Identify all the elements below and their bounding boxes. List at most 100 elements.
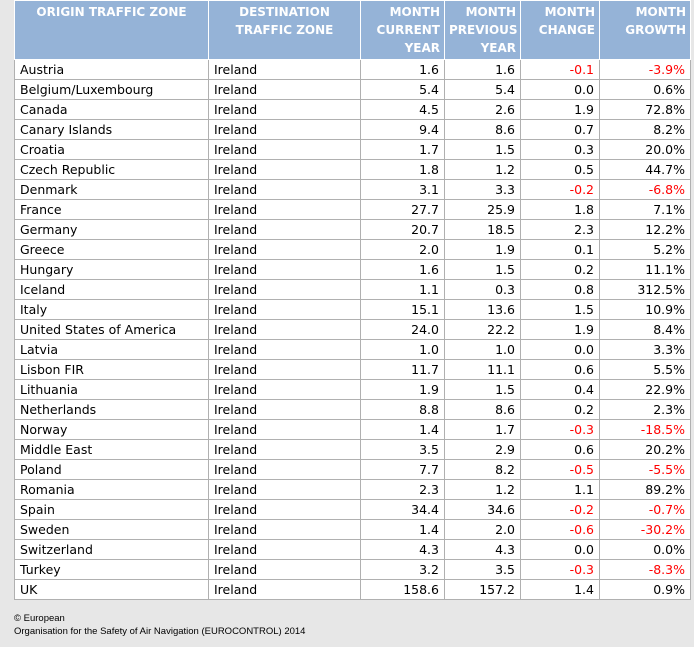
month-current-year-cell: 11.7	[360, 359, 445, 380]
month-growth-cell: 2.3%	[599, 399, 691, 420]
month-change-cell: 0.8	[520, 279, 600, 300]
destination-zone-cell: Ireland	[208, 299, 361, 320]
month-growth-cell: 5.5%	[599, 359, 691, 380]
month-previous-year-cell: 1.5	[444, 259, 521, 280]
origin-zone-cell: Iceland	[14, 279, 209, 300]
month-growth-cell: 12.2%	[599, 219, 691, 240]
copyright-line-2: Organisation for the Safety of Air Navig…	[14, 626, 306, 637]
month-previous-year-cell: 18.5	[444, 219, 521, 240]
month-growth-cell: 0.9%	[599, 579, 691, 600]
destination-zone-cell: Ireland	[208, 339, 361, 360]
destination-zone-cell: Ireland	[208, 199, 361, 220]
origin-zone-cell: UK	[14, 579, 209, 600]
month-growth-cell: 8.4%	[599, 319, 691, 340]
month-change-cell: -0.2	[520, 499, 600, 520]
table-row: France Ireland 27.7 25.9 1.8 7.1%	[14, 199, 691, 220]
copyright-footer: © European Organisation for the Safety o…	[14, 612, 305, 638]
month-current-year-cell: 20.7	[360, 219, 445, 240]
origin-zone-cell: Belgium/Luxembourg	[14, 79, 209, 100]
month-growth-cell: -3.9%	[599, 59, 691, 80]
month-current-year-cell: 1.7	[360, 139, 445, 160]
month-growth-cell: -30.2%	[599, 519, 691, 540]
month-previous-year-cell: 2.0	[444, 519, 521, 540]
month-current-year-cell: 1.4	[360, 519, 445, 540]
month-current-year-cell: 1.1	[360, 279, 445, 300]
month-previous-year-cell: 4.3	[444, 539, 521, 560]
table-row: Italy Ireland 15.1 13.6 1.5 10.9%	[14, 299, 691, 320]
month-change-cell: 1.5	[520, 299, 600, 320]
month-previous-year-cell: 22.2	[444, 319, 521, 340]
month-current-year-cell: 24.0	[360, 319, 445, 340]
month-growth-cell: 72.8%	[599, 99, 691, 120]
table-row: Denmark Ireland 3.1 3.3 -0.2 -6.8%	[14, 179, 691, 200]
destination-zone-cell: Ireland	[208, 159, 361, 180]
month-current-year-cell: 4.3	[360, 539, 445, 560]
origin-zone-cell: Canada	[14, 99, 209, 120]
month-previous-year-cell: 2.6	[444, 99, 521, 120]
month-change-cell: 0.6	[520, 359, 600, 380]
table-row: Hungary Ireland 1.6 1.5 0.2 11.1%	[14, 259, 691, 280]
destination-zone-cell: Ireland	[208, 359, 361, 380]
destination-zone-cell: Ireland	[208, 439, 361, 460]
table-row: Croatia Ireland 1.7 1.5 0.3 20.0%	[14, 139, 691, 160]
month-current-year-cell: 34.4	[360, 499, 445, 520]
month-growth-cell: -8.3%	[599, 559, 691, 580]
month-current-year-cell: 1.4	[360, 419, 445, 440]
month-change-cell: 0.5	[520, 159, 600, 180]
month-growth-cell: 3.3%	[599, 339, 691, 360]
month-current-year-cell: 1.9	[360, 379, 445, 400]
header-month-previous-year: MONTH PREVIOUS YEAR	[444, 0, 521, 60]
table-row: Austria Ireland 1.6 1.6 -0.1 -3.9%	[14, 59, 691, 80]
table-row: Lithuania Ireland 1.9 1.5 0.4 22.9%	[14, 379, 691, 400]
month-current-year-cell: 9.4	[360, 119, 445, 140]
month-growth-cell: -0.7%	[599, 499, 691, 520]
month-growth-cell: 22.9%	[599, 379, 691, 400]
destination-zone-cell: Ireland	[208, 499, 361, 520]
month-growth-cell: 11.1%	[599, 259, 691, 280]
destination-zone-cell: Ireland	[208, 379, 361, 400]
origin-zone-cell: Spain	[14, 499, 209, 520]
table-row: Iceland Ireland 1.1 0.3 0.8 312.5%	[14, 279, 691, 300]
origin-zone-cell: Middle East	[14, 439, 209, 460]
month-growth-cell: 20.0%	[599, 139, 691, 160]
month-change-cell: 0.3	[520, 139, 600, 160]
month-previous-year-cell: 157.2	[444, 579, 521, 600]
month-change-cell: -0.3	[520, 419, 600, 440]
month-growth-cell: 89.2%	[599, 479, 691, 500]
month-change-cell: -0.2	[520, 179, 600, 200]
month-change-cell: 0.0	[520, 539, 600, 560]
table-row: Spain Ireland 34.4 34.6 -0.2 -0.7%	[14, 499, 691, 520]
origin-zone-cell: Turkey	[14, 559, 209, 580]
table-row: Romania Ireland 2.3 1.2 1.1 89.2%	[14, 479, 691, 500]
table-header: ORIGIN TRAFFIC ZONE DESTINATION TRAFFIC Z…	[14, 0, 691, 60]
header-month-growth: MONTH GROWTH	[599, 0, 691, 60]
destination-zone-cell: Ireland	[208, 59, 361, 80]
month-current-year-cell: 2.0	[360, 239, 445, 260]
month-current-year-cell: 1.0	[360, 339, 445, 360]
month-current-year-cell: 5.4	[360, 79, 445, 100]
month-growth-cell: 0.6%	[599, 79, 691, 100]
month-change-cell: -0.5	[520, 459, 600, 480]
month-growth-cell: 44.7%	[599, 159, 691, 180]
destination-zone-cell: Ireland	[208, 419, 361, 440]
origin-zone-cell: Lithuania	[14, 379, 209, 400]
month-change-cell: 1.9	[520, 99, 600, 120]
table-row: Latvia Ireland 1.0 1.0 0.0 3.3%	[14, 339, 691, 360]
destination-zone-cell: Ireland	[208, 459, 361, 480]
month-growth-cell: -6.8%	[599, 179, 691, 200]
table-row: Greece Ireland 2.0 1.9 0.1 5.2%	[14, 239, 691, 260]
header-month-current-year: MONTH CURRENT YEAR	[360, 0, 445, 60]
origin-zone-cell: Germany	[14, 219, 209, 240]
month-change-cell: 0.2	[520, 259, 600, 280]
table-row: Belgium/Luxembourg Ireland 5.4 5.4 0.0 0.6%	[14, 79, 691, 100]
destination-zone-cell: Ireland	[208, 259, 361, 280]
table-row: Lisbon FIR Ireland 11.7 11.1 0.6 5.5%	[14, 359, 691, 380]
month-previous-year-cell: 1.2	[444, 479, 521, 500]
month-current-year-cell: 2.3	[360, 479, 445, 500]
month-change-cell: 1.4	[520, 579, 600, 600]
month-current-year-cell: 1.6	[360, 59, 445, 80]
month-change-cell: 0.0	[520, 79, 600, 100]
origin-zone-cell: Canary Islands	[14, 119, 209, 140]
destination-zone-cell: Ireland	[208, 239, 361, 260]
